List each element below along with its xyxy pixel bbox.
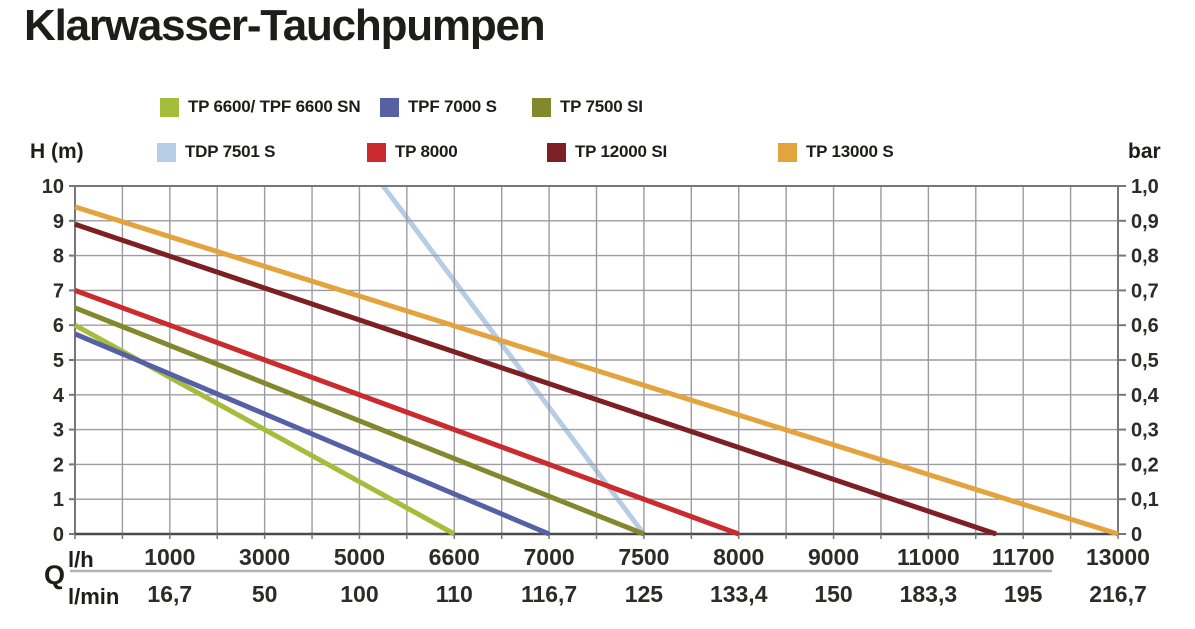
right-axis-labels: 1,0 0,9 0,8 0,7 0,6 0,5 0,4 0,3 0,2 0,1 0 <box>1131 176 1160 546</box>
legend-swatch-tp-7500-si <box>532 97 551 117</box>
lh-tick-label: 8000 <box>713 544 764 570</box>
legend-label: TPF 7000 S <box>408 97 497 116</box>
lmin-tick-label: 125 <box>625 581 664 607</box>
lmin-tick-label: 183,3 <box>900 581 958 607</box>
legend-item-tp-13000-s: TP 13000 S <box>778 142 894 162</box>
lh-tick-label: 9000 <box>808 544 859 570</box>
right-tick-label: 0,7 <box>1131 280 1159 302</box>
curve-tp-12000-si <box>74 221 997 537</box>
flow-axis-title: Q <box>44 560 66 590</box>
legend-item-tp-12000-si: TP 12000 SI <box>547 142 667 162</box>
legend-swatch-tp-12000-si <box>547 142 566 162</box>
legend-item-tp-7500-si: TP 7500 SI <box>532 97 643 117</box>
lmin-tick-label: 133,4 <box>710 581 768 607</box>
left-tick-label: 1 <box>53 489 64 511</box>
legend-swatch-tp-8000 <box>367 142 386 162</box>
legend-label: TP 8000 <box>395 142 458 161</box>
legend-item-tpf-7000-s: TPF 7000 S <box>380 97 497 117</box>
left-tick-label: 0 <box>53 524 64 546</box>
curve-tp-8000 <box>74 288 740 537</box>
lh-tick-label: 13000 <box>1086 544 1150 570</box>
right-tick-label: 0,8 <box>1131 246 1159 268</box>
right-axis-title: bar <box>1128 140 1161 163</box>
lh-tick-label: 7500 <box>618 544 669 570</box>
right-tick-label: 0,9 <box>1131 211 1159 233</box>
legend-label: TDP 7501 S <box>185 142 276 161</box>
left-tick-label: 4 <box>53 385 65 407</box>
left-tick-label: 7 <box>53 280 64 302</box>
curve-tp-13000-s <box>74 204 1119 537</box>
lmin-tick-label: 116,7 <box>521 581 577 607</box>
lmin-tick-label: 216,7 <box>1089 581 1147 607</box>
left-tick-label: 3 <box>53 420 64 442</box>
left-tick-label: 6 <box>53 315 64 337</box>
legend-label: TP 12000 SI <box>575 142 667 161</box>
right-tick-label: 0 <box>1131 524 1142 546</box>
right-tick-label: 1,0 <box>1131 176 1159 198</box>
legend-item-tp-8000: TP 8000 <box>367 142 458 162</box>
lh-tick-label: 6600 <box>429 544 480 570</box>
lh-tick-label: 11000 <box>897 544 960 570</box>
right-tick-label: 0,3 <box>1131 420 1159 442</box>
curve-tpf-7000-s <box>74 331 551 537</box>
lmin-tick-label: 16,7 <box>147 581 192 607</box>
left-tick-label: 5 <box>53 350 64 372</box>
legend-item-tdp-7501-s: TDP 7501 S <box>157 142 275 162</box>
legend-label: TP 6600/ TPF 6600 SN <box>188 97 361 116</box>
page-title: Klarwasser-Tauchpumpen <box>24 1 546 50</box>
legend-swatch-tpf-7000-s <box>380 97 399 117</box>
legend-label: TP 13000 S <box>806 142 894 161</box>
chart-border-and-ticks <box>69 185 1126 539</box>
left-tick-label: 9 <box>53 211 64 233</box>
lmin-tick-label: 150 <box>814 581 852 607</box>
lh-tick-label: 7000 <box>524 544 575 570</box>
left-tick-label: 8 <box>53 246 64 268</box>
right-tick-label: 0,2 <box>1131 454 1159 476</box>
legend-swatch-tdp-7501-s <box>157 142 176 162</box>
series-lines <box>73 204 1119 537</box>
lh-tick-label: 11700 <box>992 544 1055 570</box>
flow-unit-lmin-label: l/min <box>68 584 120 609</box>
legend-swatch-tp-6600-tpf-6600-sn <box>160 97 179 117</box>
x-axis-lh-labels: 1000 3000 5000 6600 7000 7500 8000 9000 11000 117… <box>144 544 1150 570</box>
curve-tp-7500-si <box>74 305 645 537</box>
lmin-tick-label: 50 <box>252 581 278 607</box>
flow-unit-lh-label: l/h <box>68 547 94 572</box>
lmin-tick-label: 100 <box>340 581 378 607</box>
x-axis-lmin-labels: 16,7 50 100 110 116,7 125 133,4 150 183,3 195 216,… <box>147 581 1146 607</box>
right-tick-label: 0,6 <box>1131 315 1159 337</box>
legend-swatch-tp-13000-s <box>778 142 797 162</box>
legend-label: TP 7500 SI <box>560 97 643 116</box>
left-axis-title: H (m) <box>30 140 84 163</box>
lh-tick-label: 3000 <box>239 544 290 570</box>
lh-tick-label: 5000 <box>334 544 385 570</box>
legend-item-tp-6600-tpf-6600-sn: TP 6600/ TPF 6600 SN <box>160 97 361 117</box>
left-tick-label: 2 <box>53 454 64 476</box>
lh-tick-label: 1000 <box>144 544 195 570</box>
right-tick-label: 0,4 <box>1131 385 1160 407</box>
right-tick-label: 0,1 <box>1131 489 1159 511</box>
right-tick-label: 0,5 <box>1131 350 1159 372</box>
left-tick-label: 10 <box>42 176 64 198</box>
lmin-tick-label: 110 <box>436 581 473 607</box>
lmin-tick-label: 195 <box>1004 581 1043 607</box>
